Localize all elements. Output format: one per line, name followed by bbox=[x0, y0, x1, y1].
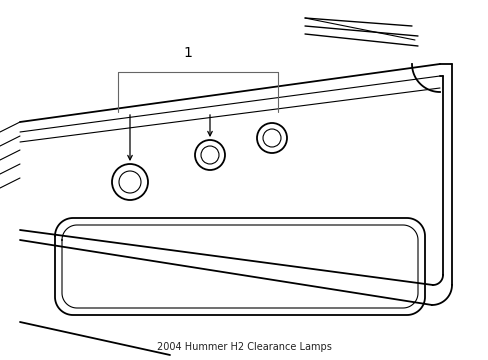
Text: 1: 1 bbox=[183, 46, 192, 60]
Text: 2004 Hummer H2 Clearance Lamps: 2004 Hummer H2 Clearance Lamps bbox=[157, 342, 331, 352]
